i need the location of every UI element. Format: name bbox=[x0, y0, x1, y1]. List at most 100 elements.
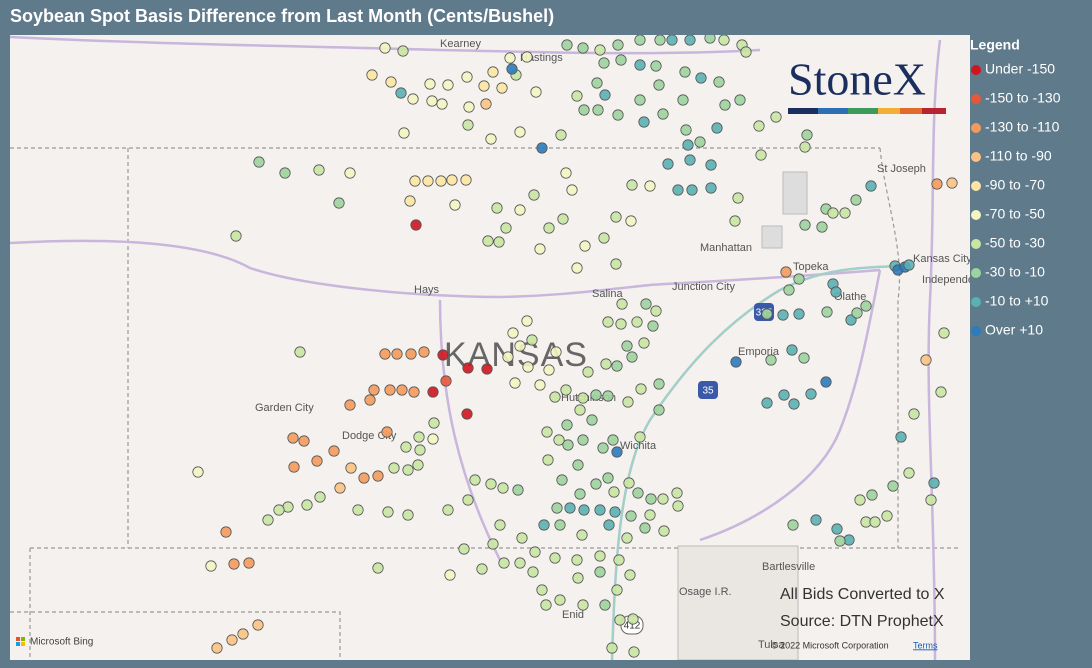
location-dot[interactable] bbox=[606, 642, 618, 654]
location-dot[interactable] bbox=[554, 594, 566, 606]
location-dot[interactable] bbox=[740, 46, 752, 58]
location-dot[interactable] bbox=[591, 77, 603, 89]
location-dot[interactable] bbox=[594, 566, 606, 578]
location-dot[interactable] bbox=[666, 35, 678, 46]
location-dot[interactable] bbox=[487, 66, 499, 78]
location-dot[interactable] bbox=[542, 454, 554, 466]
location-dot[interactable] bbox=[458, 543, 470, 555]
location-dot[interactable] bbox=[418, 346, 430, 358]
location-dot[interactable] bbox=[638, 337, 650, 349]
location-dot[interactable] bbox=[435, 175, 447, 187]
location-dot[interactable] bbox=[577, 599, 589, 611]
location-dot[interactable] bbox=[711, 122, 723, 134]
location-dot[interactable] bbox=[414, 444, 426, 456]
location-dot[interactable] bbox=[938, 327, 950, 339]
location-dot[interactable] bbox=[903, 259, 915, 271]
location-dot[interactable] bbox=[334, 482, 346, 494]
location-dot[interactable] bbox=[777, 309, 789, 321]
location-dot[interactable] bbox=[639, 522, 651, 534]
location-dot[interactable] bbox=[313, 164, 325, 176]
location-dot[interactable] bbox=[287, 432, 299, 444]
location-dot[interactable] bbox=[602, 390, 614, 402]
location-dot[interactable] bbox=[730, 356, 742, 368]
location-dot[interactable] bbox=[551, 502, 563, 514]
location-dot[interactable] bbox=[560, 384, 572, 396]
location-dot[interactable] bbox=[333, 197, 345, 209]
location-dot[interactable] bbox=[778, 389, 790, 401]
location-dot[interactable] bbox=[543, 364, 555, 376]
location-dot[interactable] bbox=[590, 389, 602, 401]
location-dot[interactable] bbox=[372, 470, 384, 482]
location-dot[interactable] bbox=[684, 154, 696, 166]
location-dot[interactable] bbox=[461, 71, 473, 83]
location-dot[interactable] bbox=[528, 189, 540, 201]
location-dot[interactable] bbox=[640, 298, 652, 310]
location-dot[interactable] bbox=[672, 184, 684, 196]
location-dot[interactable] bbox=[543, 222, 555, 234]
location-dot[interactable] bbox=[521, 315, 533, 327]
location-dot[interactable] bbox=[480, 98, 492, 110]
map[interactable]: 335 35 412 Kearney Hastings St Joseph Ma… bbox=[10, 33, 992, 660]
location-dot[interactable] bbox=[610, 211, 622, 223]
location-dot[interactable] bbox=[908, 408, 920, 420]
location-dot[interactable] bbox=[851, 307, 863, 319]
location-dot[interactable] bbox=[801, 129, 813, 141]
location-dot[interactable] bbox=[793, 273, 805, 285]
location-dot[interactable] bbox=[205, 560, 217, 572]
location-dot[interactable] bbox=[298, 435, 310, 447]
location-dot[interactable] bbox=[562, 439, 574, 451]
location-dot[interactable] bbox=[211, 642, 223, 654]
location-dot[interactable] bbox=[611, 584, 623, 596]
location-dot[interactable] bbox=[820, 376, 832, 388]
location-dot[interactable] bbox=[920, 354, 932, 366]
location-dot[interactable] bbox=[599, 599, 611, 611]
location-dot[interactable] bbox=[625, 510, 637, 522]
location-dot[interactable] bbox=[253, 156, 265, 168]
location-dot[interactable] bbox=[461, 408, 473, 420]
location-dot[interactable] bbox=[427, 386, 439, 398]
location-dot[interactable] bbox=[442, 504, 454, 516]
location-dot[interactable] bbox=[734, 94, 746, 106]
location-dot[interactable] bbox=[594, 44, 606, 56]
location-dot[interactable] bbox=[650, 60, 662, 72]
location-dot[interactable] bbox=[491, 202, 503, 214]
location-dot[interactable] bbox=[560, 167, 572, 179]
location-dot[interactable] bbox=[609, 506, 621, 518]
location-dot[interactable] bbox=[498, 557, 510, 569]
location-dot[interactable] bbox=[422, 175, 434, 187]
location-dot[interactable] bbox=[732, 192, 744, 204]
location-dot[interactable] bbox=[540, 599, 552, 611]
location-dot[interactable] bbox=[301, 499, 313, 511]
location-dot[interactable] bbox=[397, 45, 409, 57]
location-dot[interactable] bbox=[615, 54, 627, 66]
location-dot[interactable] bbox=[705, 182, 717, 194]
location-dot[interactable] bbox=[553, 434, 565, 446]
location-dot[interactable] bbox=[578, 104, 590, 116]
location-dot[interactable] bbox=[599, 89, 611, 101]
location-dot[interactable] bbox=[534, 379, 546, 391]
location-dot[interactable] bbox=[449, 199, 461, 211]
location-dot[interactable] bbox=[765, 354, 777, 366]
location-dot[interactable] bbox=[671, 487, 683, 499]
location-dot[interactable] bbox=[228, 558, 240, 570]
location-dot[interactable] bbox=[344, 167, 356, 179]
location-dot[interactable] bbox=[481, 363, 493, 375]
location-dot[interactable] bbox=[382, 506, 394, 518]
location-dot[interactable] bbox=[521, 51, 533, 63]
location-dot[interactable] bbox=[536, 584, 548, 596]
location-dot[interactable] bbox=[509, 377, 521, 389]
location-dot[interactable] bbox=[577, 434, 589, 446]
location-dot[interactable] bbox=[530, 86, 542, 98]
location-dot[interactable] bbox=[574, 488, 586, 500]
location-dot[interactable] bbox=[787, 519, 799, 531]
location-dot[interactable] bbox=[611, 360, 623, 372]
location-dot[interactable] bbox=[657, 108, 669, 120]
location-dot[interactable] bbox=[626, 351, 638, 363]
location-dot[interactable] bbox=[366, 69, 378, 81]
location-dot[interactable] bbox=[571, 90, 583, 102]
location-dot[interactable] bbox=[650, 305, 662, 317]
location-dot[interactable] bbox=[372, 562, 384, 574]
location-dot[interactable] bbox=[672, 500, 684, 512]
location-dot[interactable] bbox=[788, 398, 800, 410]
location-dot[interactable] bbox=[647, 320, 659, 332]
